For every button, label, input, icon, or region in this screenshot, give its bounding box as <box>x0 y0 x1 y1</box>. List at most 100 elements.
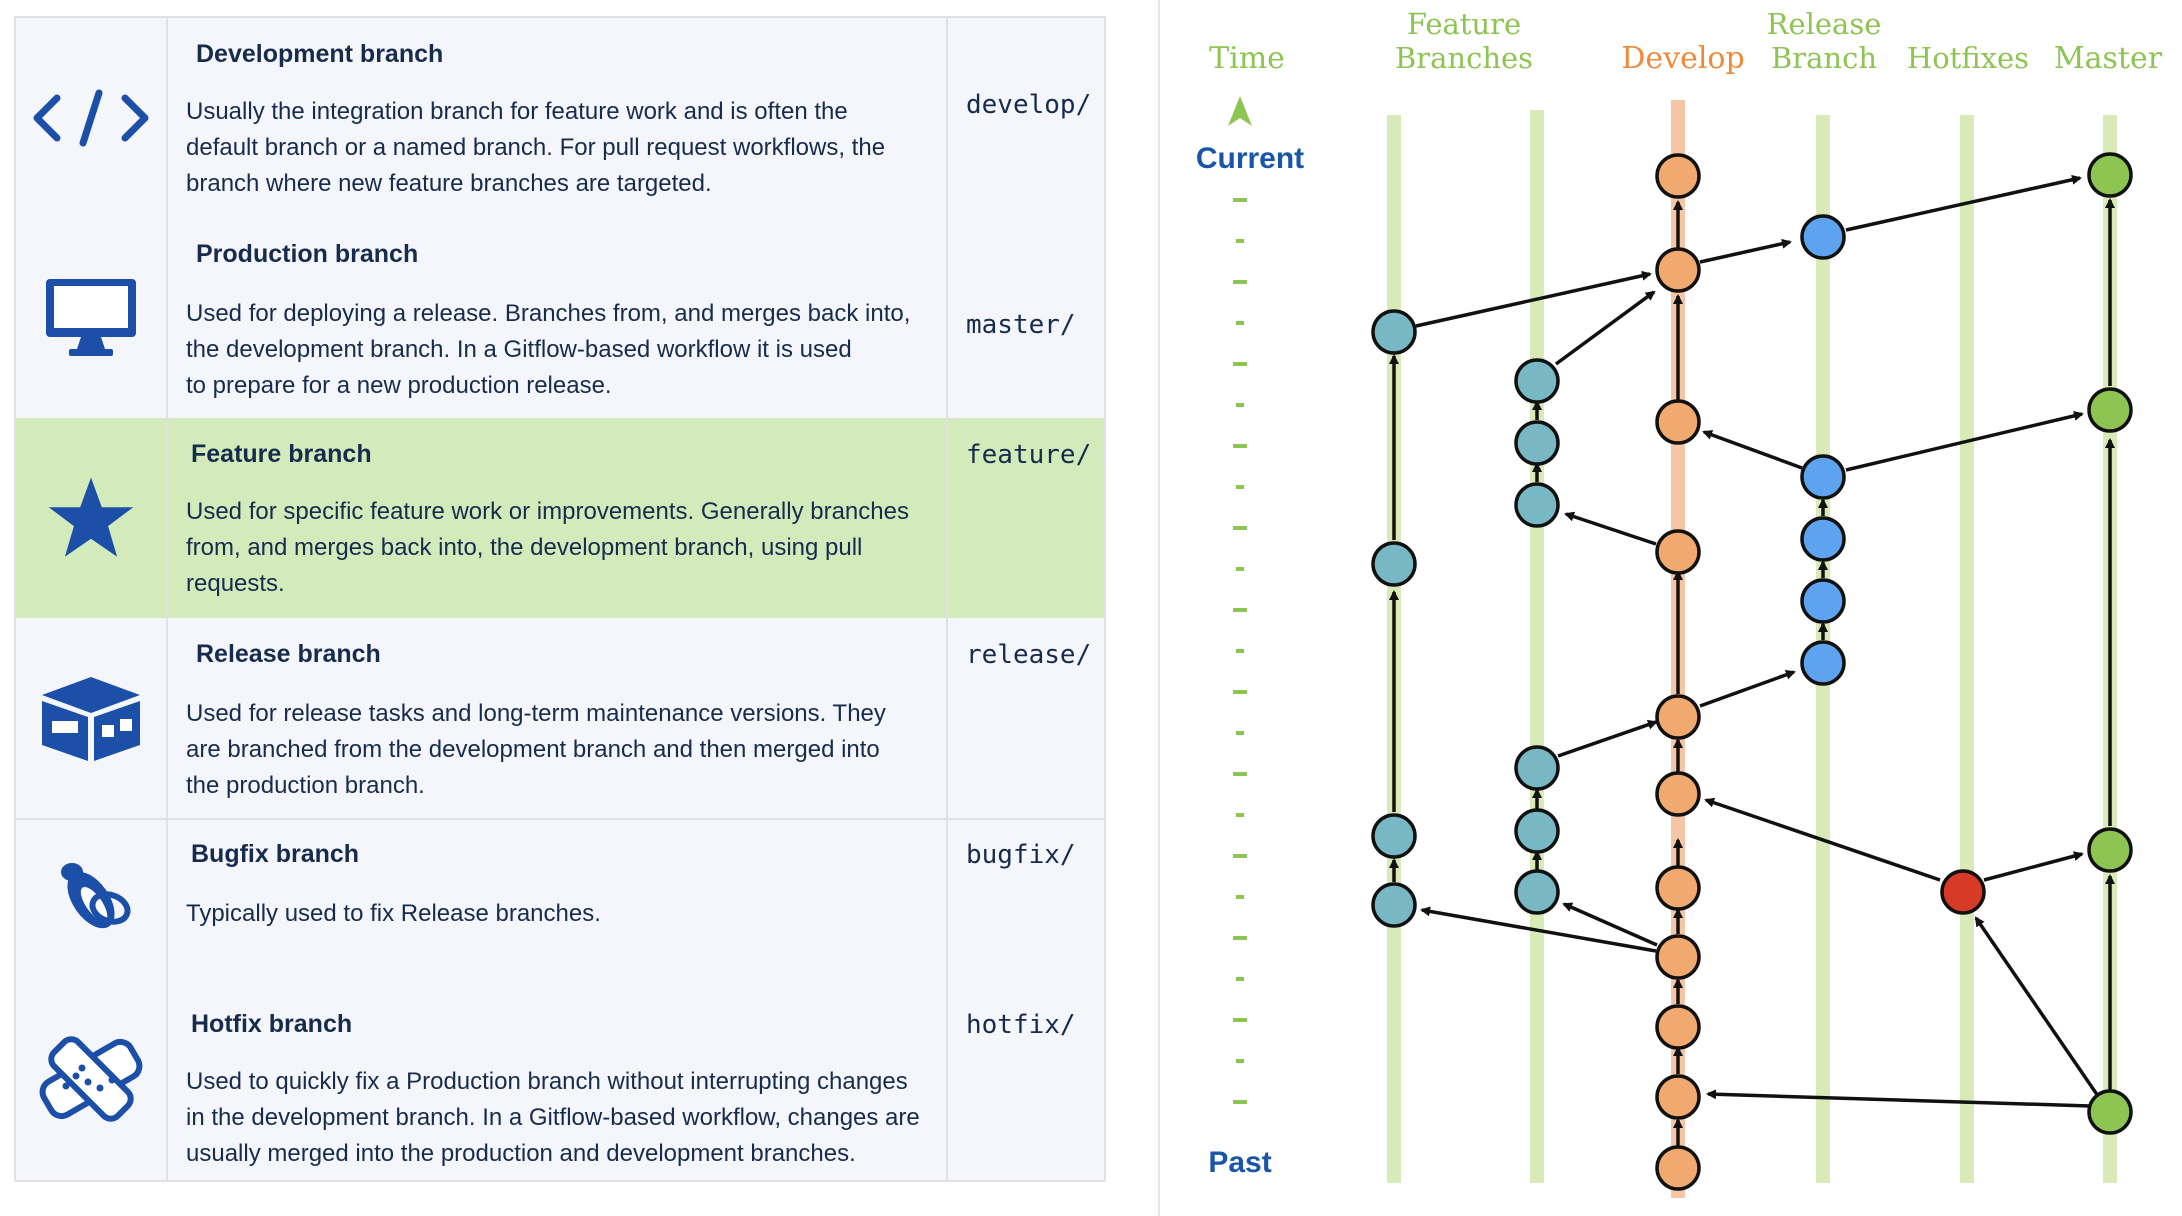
arrow-feature-to-develop <box>1557 719 1658 758</box>
time-tick <box>1236 731 1244 735</box>
bug-icon <box>16 820 166 940</box>
commit-develop <box>1655 153 1701 199</box>
description-line: Used for deploying a release. Branches f… <box>186 300 911 327</box>
track-feature-2 <box>1530 110 1544 1183</box>
row-hotfix-branch: Hotfix branch Used to quickly fix a Prod… <box>16 978 1104 1182</box>
branch-prefix: master/ <box>966 310 1076 340</box>
lane-label-hotfixes: Hotfixes <box>1907 41 2029 75</box>
time-tick <box>1236 567 1244 571</box>
description-line: to prepare for a new production release. <box>186 372 612 399</box>
lane-label-develop: Develop <box>1621 41 1744 76</box>
commit-release <box>1800 578 1846 624</box>
time-tick <box>1233 280 1247 284</box>
arrow-feature-to-develop <box>1415 270 1652 328</box>
branch-prefix: develop/ <box>966 90 1092 120</box>
description-line: Used for release tasks and long-term mai… <box>186 700 886 727</box>
description-line: Typically used to fix Release branches. <box>186 900 601 927</box>
time-tick <box>1233 444 1247 448</box>
time-arrow-icon <box>1228 96 1252 126</box>
commit-feature <box>1514 808 1560 854</box>
arrow-hotfix-to-master <box>1983 851 2084 882</box>
row-title: Hotfix branch <box>191 1010 353 1038</box>
branch-prefix: bugfix/ <box>966 840 1076 870</box>
commit-master <box>2087 1089 2133 1135</box>
time-tick <box>1233 772 1247 776</box>
description-line: are branched from the development branch… <box>186 736 880 763</box>
row-bugfix-branch: Bugfix branch Typically used to fix Rele… <box>16 818 1104 980</box>
branch-prefix: hotfix/ <box>966 1010 1076 1040</box>
prefix-column-divider <box>946 18 948 1180</box>
description-line: in the development branch. In a Gitflow-… <box>186 1104 920 1131</box>
commit-feature <box>1371 541 1417 587</box>
time-tick <box>1236 895 1244 899</box>
row-description: Typically used to fix Release branches. <box>186 896 926 932</box>
row-title: Production branch <box>196 240 419 268</box>
commit-develop <box>1655 694 1701 740</box>
commit-develop <box>1655 1004 1701 1050</box>
time-tick <box>1236 649 1244 653</box>
row-description: Used to quickly fix a Production branch … <box>186 1064 926 1172</box>
commit-feature <box>1514 420 1560 466</box>
commit-feature <box>1371 813 1417 859</box>
description-line: branch where new feature branches are ta… <box>186 170 712 197</box>
lane-label-release-line1: Release <box>1767 7 1882 41</box>
description-line: the production branch. <box>186 772 425 799</box>
row-title: Development branch <box>196 40 444 68</box>
branch-types-table: Development branch Usually the integrati… <box>14 16 1106 1182</box>
arrow-feature-to-develop <box>1554 290 1656 366</box>
row-title: Bugfix branch <box>191 840 360 868</box>
time-tick <box>1233 690 1247 694</box>
arrow-master-to-develop <box>1706 1089 2091 1108</box>
description-line: default branch or a named branch. For pu… <box>186 134 886 161</box>
commit-develop <box>1655 934 1701 980</box>
commit-release <box>1800 454 1846 500</box>
description-line: requests. <box>186 570 285 597</box>
time-tick <box>1233 608 1247 612</box>
lane-label-release-line2: Branch <box>1771 41 1877 75</box>
row-production-branch: Production branch Used for deploying a r… <box>16 218 1104 418</box>
bandage-icon <box>16 978 166 1134</box>
commit-release <box>1800 640 1846 686</box>
row-description: Used for release tasks and long-term mai… <box>186 696 926 804</box>
description-line: from, and merges back into, the developm… <box>186 534 863 561</box>
branch-prefix: release/ <box>966 640 1092 670</box>
code-icon <box>16 18 166 218</box>
branch-prefix: feature/ <box>966 440 1092 470</box>
commit-develop <box>1655 529 1701 575</box>
description-line: Used to quickly fix a Production branch … <box>186 1068 908 1095</box>
time-tick <box>1233 1018 1247 1022</box>
commit-release <box>1800 214 1846 260</box>
past-label: Past <box>1208 1146 1271 1179</box>
time-tick <box>1236 321 1244 325</box>
time-axis-ticks <box>1233 198 1247 1104</box>
arrow-release-to-develop <box>1702 430 1803 470</box>
row-title: Feature branch <box>191 440 372 468</box>
row-description: Used for specific feature work or improv… <box>186 494 926 602</box>
time-tick <box>1236 1059 1244 1063</box>
arrow-hotfix-to-develop <box>1704 797 1941 882</box>
commit-feature <box>1371 882 1417 928</box>
monitor-icon <box>16 218 166 418</box>
panel-separator <box>1158 0 1160 1216</box>
commit-develop <box>1655 1145 1701 1191</box>
time-tick <box>1233 362 1247 366</box>
commit-feature <box>1514 869 1560 915</box>
time-tick <box>1233 1100 1247 1104</box>
row-release-branch: Release branch Used for release tasks an… <box>16 618 1104 818</box>
time-label: Time <box>1209 41 1285 76</box>
time-tick <box>1236 977 1244 981</box>
arrow-develop-to-release <box>1699 670 1796 708</box>
commit-master <box>2087 152 2133 198</box>
icon-column-divider <box>166 18 168 1180</box>
time-tick <box>1236 485 1244 489</box>
time-tick <box>1233 198 1247 202</box>
time-tick <box>1236 239 1244 243</box>
box-icon <box>16 618 166 818</box>
commit-master <box>2087 827 2133 873</box>
track-hotfixes <box>1960 115 1974 1183</box>
arrow-release-to-master <box>1845 174 2082 232</box>
arrow-develop-to-feature <box>1562 902 1658 947</box>
commit-develop <box>1655 247 1701 293</box>
commit-release <box>1800 516 1846 562</box>
commit-master <box>2087 387 2133 433</box>
